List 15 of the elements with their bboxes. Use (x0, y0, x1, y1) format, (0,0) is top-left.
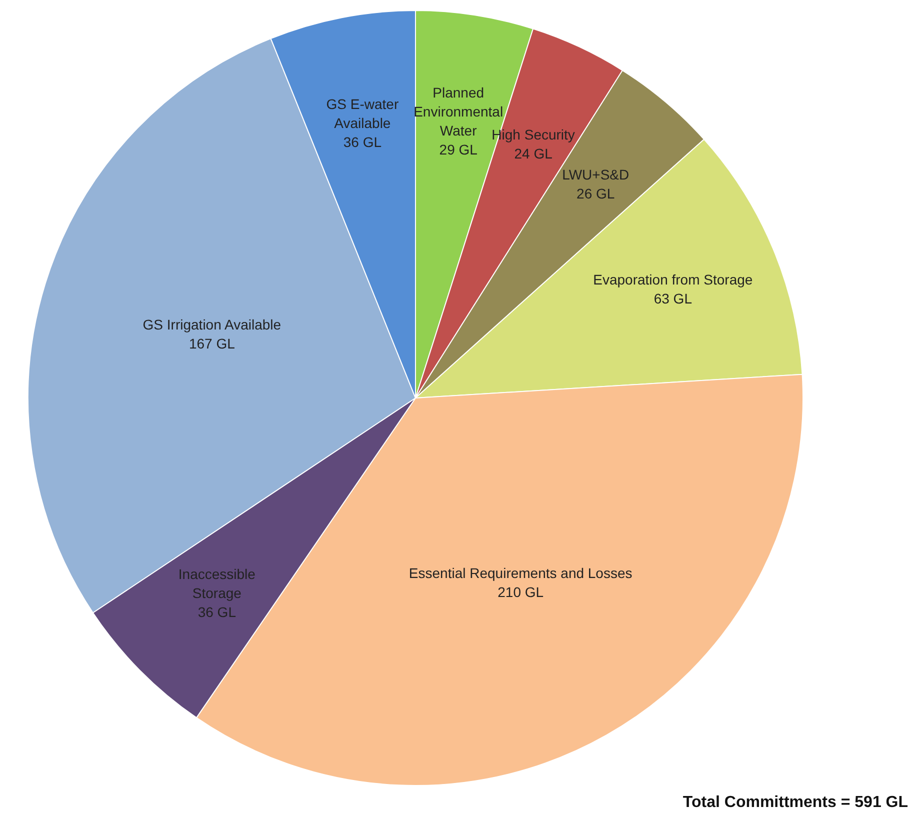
slice-label: GS E-water Available (326, 96, 399, 131)
data-label: 24 GL (514, 145, 553, 162)
data-label: 29 GL (439, 142, 478, 158)
text: Total Committments = 591 GL (682, 794, 908, 812)
slice-label: LWU+S&D (562, 166, 630, 182)
data-label: 26 GL (576, 185, 615, 202)
slice-label: Evaporation from Storage (593, 272, 753, 288)
slice-label: Essential Requirements and Losses (408, 564, 632, 581)
slice-label: GS Irrigation Available (142, 316, 282, 332)
data-label: 36 GL (198, 604, 236, 620)
data-label: 63 GL (654, 290, 692, 307)
data-label: 36 GL (343, 134, 382, 150)
data-label: 167 GL (188, 335, 236, 352)
data-label: 210 GL (498, 584, 544, 600)
slice-label: Inaccessible Storage (178, 566, 256, 601)
